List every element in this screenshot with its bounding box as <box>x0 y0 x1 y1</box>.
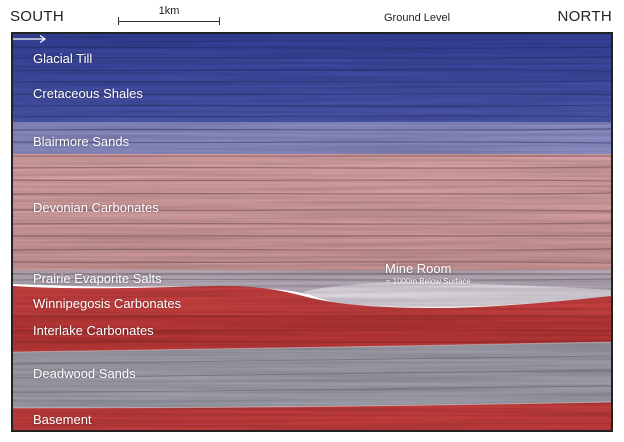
layer-label-prairie-evaporite-salts: Prairie Evaporite Salts <box>33 271 162 286</box>
layer-glacial-till-shales <box>13 34 611 122</box>
diagram-header: SOUTH 1km Ground Level NORTH <box>0 0 624 32</box>
geological-cross-section: Glacial Till Cretaceous Shales Blairmore… <box>11 32 613 432</box>
layer-label-devonian-carbonates: Devonian Carbonates <box>33 200 159 215</box>
south-label: SOUTH <box>10 8 64 25</box>
layer-label-winnipegosis-carbonates: Winnipegosis Carbonates <box>33 296 182 311</box>
layer-devonian-carbonates <box>13 154 611 274</box>
mine-room-depth-note: ≈ 1000m Below Surface <box>386 277 471 286</box>
arrow-right-icon <box>13 35 47 43</box>
ground-level-label: Ground Level <box>384 12 451 24</box>
north-label: NORTH <box>557 8 612 25</box>
layer-label-blairmore-sands: Blairmore Sands <box>33 134 130 149</box>
scale-tick-right <box>219 17 220 25</box>
layer-label-cretaceous-shales: Cretaceous Shales <box>33 86 143 101</box>
scale-tick-left <box>118 17 119 25</box>
layer-label-interlake-carbonates: Interlake Carbonates <box>33 323 154 338</box>
scale-line <box>118 21 220 22</box>
strata-graphic <box>13 34 611 430</box>
scale-label: 1km <box>158 5 180 17</box>
scale-bar: 1km <box>118 5 220 25</box>
layer-label-deadwood-sands: Deadwood Sands <box>33 366 136 381</box>
mine-room-zone <box>303 282 611 308</box>
layer-label-basement: Basement <box>33 412 92 427</box>
layer-winnipegosis-carbonates <box>13 285 611 316</box>
layer-blairmore-sands <box>13 122 611 154</box>
layer-basement <box>13 402 611 430</box>
layer-label-glacial-till: Glacial Till <box>33 51 93 66</box>
mine-room-label: Mine Room <box>385 261 452 276</box>
